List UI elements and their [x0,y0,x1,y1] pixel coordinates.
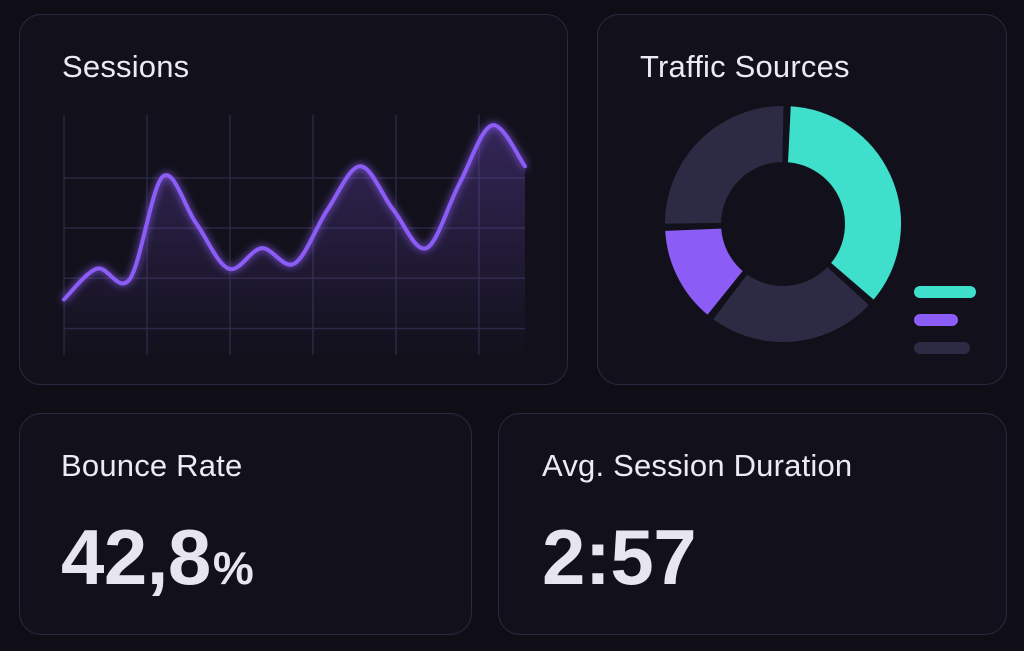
donut-slice[interactable] [783,102,905,305]
sessions-series-line [62,123,527,302]
legend-swatch [914,314,958,326]
bounce-rate-number: 42,8 [61,513,211,601]
sessions-line-chart [62,115,527,355]
avg-session-duration-card[interactable]: Avg. Session Duration 2:57 [498,413,1007,635]
legend-swatch [914,342,970,354]
bounce-rate-title: Bounce Rate [61,448,243,483]
sessions-title: Sessions [62,49,190,84]
traffic-sources-card[interactable]: Traffic Sources [597,14,1007,385]
donut-slice[interactable] [708,262,874,346]
bounce-rate-value: 42,8% [61,512,254,603]
sessions-area-fill [64,125,525,355]
donut-slice[interactable] [661,224,748,320]
legend-swatch [914,286,976,298]
donut-slice[interactable] [661,102,788,228]
bounce-rate-unit: % [212,542,254,594]
bounce-rate-card[interactable]: Bounce Rate 42,8% [19,413,472,635]
sessions-card[interactable]: Sessions [19,14,568,385]
avg-session-duration-value: 2:57 [542,513,697,601]
traffic-donut-chart [661,102,976,354]
avg-session-duration-title: Avg. Session Duration [542,448,853,483]
traffic-sources-title: Traffic Sources [640,49,850,84]
